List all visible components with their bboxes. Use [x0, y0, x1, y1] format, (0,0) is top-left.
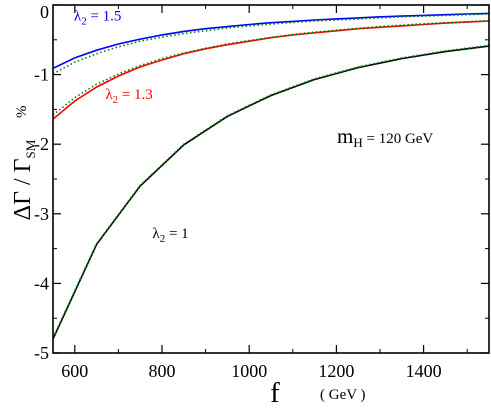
series-dotted-line-1	[52, 19, 490, 116]
x-tick-label: 800	[149, 361, 176, 381]
y-axis-label-sub: SM	[23, 139, 38, 158]
y-axis-unit: %	[14, 106, 30, 119]
y-tick-label: -2	[34, 134, 49, 154]
y-tick-label: -3	[34, 204, 49, 224]
svg-text:ΔΓ / ΓSM: ΔΓ / ΓSM	[10, 139, 38, 220]
series-label-lambda2-1-3: λ2 = 1.3	[105, 87, 153, 106]
y-tick-label: -4	[34, 273, 49, 293]
x-tick-label: 600	[61, 361, 88, 381]
plot-frame	[52, 4, 490, 354]
curves-layer	[52, 12, 490, 340]
x-tick-label: 1200	[318, 361, 354, 381]
series-label-lambda2-1-5: λ2 = 1.5	[74, 8, 122, 27]
x-axis-label: f	[270, 377, 280, 409]
x-axis-unit: ( GeV )	[320, 387, 366, 403]
x-tick-label: 1400	[406, 361, 442, 381]
series-line-0	[52, 12, 490, 70]
series-line-1	[52, 20, 490, 120]
x-tick-label: 1000	[231, 361, 267, 381]
y-tick-label: 0	[40, 2, 49, 22]
y-tick-label: -5	[34, 343, 49, 363]
y-axis-label: ΔΓ / Γ	[10, 158, 36, 220]
series-dotted-line-2	[52, 44, 490, 339]
y-tick-label: -1	[34, 65, 49, 85]
y-axis-label-group: ΔΓ / ΓSM %	[10, 106, 38, 221]
series-label-lambda2-1: λ2 = 1	[152, 226, 188, 245]
ticks-layer: 600 800 1000 1200 1400 0 -1 -2 -3 -4 -5	[34, 2, 489, 381]
higgs-mass-annotation: mH = 120 GeV	[337, 124, 433, 150]
